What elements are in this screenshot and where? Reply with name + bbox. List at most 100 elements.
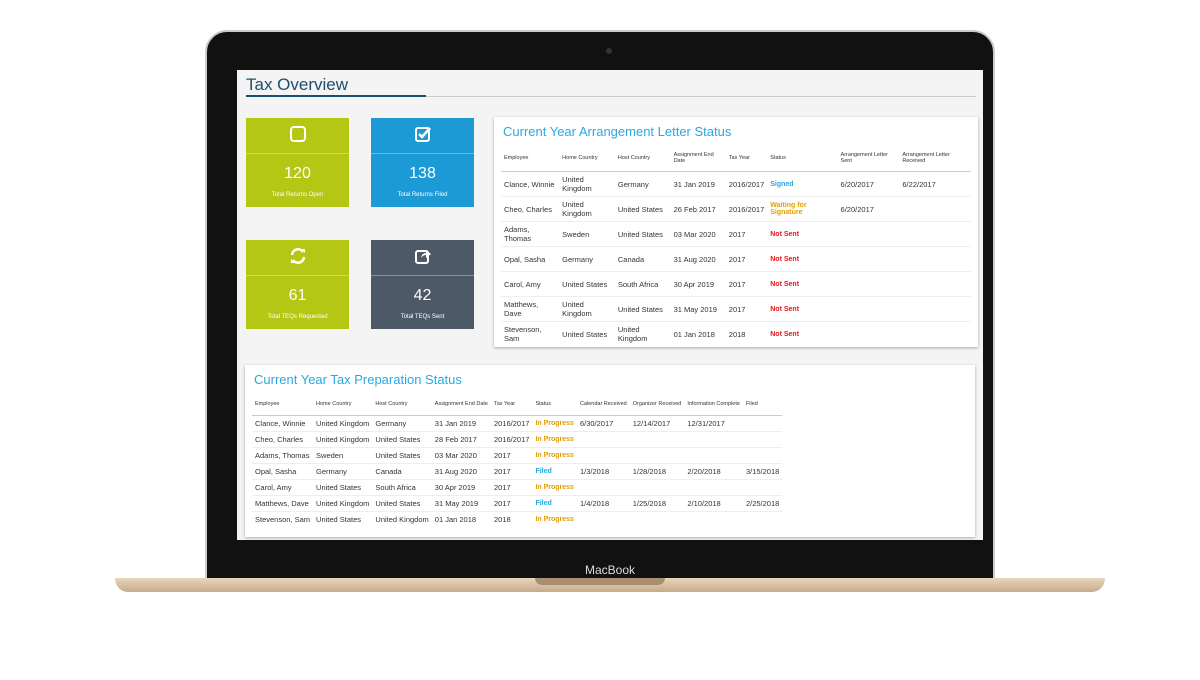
table-cell: Adams, Thomas [252,447,314,464]
table-cell: Carol, Amy [252,479,314,496]
status-cell: Signed [767,171,838,197]
tile[interactable]: 120 Total Returns Open [246,118,349,207]
table-cell: Germany [313,463,373,480]
table-cell: Matthews, Dave [252,495,314,512]
table-cell [899,196,971,222]
table-cell: 2017 [490,495,533,512]
table-cell: 26 Feb 2017 [670,196,726,222]
table-cell [576,431,630,448]
table-cell: 1/4/2018 [576,495,630,512]
column-header: Tax Year [725,145,768,172]
table-cell: 31 Jan 2019 [431,415,491,432]
tile-divider [246,275,349,276]
table-cell: Opal, Sasha [501,246,560,272]
table-cell: South Africa [614,271,671,297]
table-cell: United States [614,196,671,222]
tile[interactable]: 42 Total TEQs Sent [371,240,474,329]
table-cell: United Kingdom [372,511,432,527]
column-header: Host Country [614,145,671,172]
table-cell: United Kingdom [559,171,615,197]
table-cell: Germany [372,415,432,432]
table-cell: Cheo, Charles [252,431,314,448]
table-cell [629,511,685,527]
header-row: Employee Home Country Host Country Assignme… [252,393,783,416]
table-cell: 12/14/2017 [629,415,685,432]
table-cell: United States [372,495,432,512]
table-cell [742,415,783,432]
column-header: Status [532,393,577,416]
table-cell: Sweden [313,447,373,464]
table-cell [899,271,971,297]
table-cell: 31 Jan 2019 [670,171,726,197]
table-cell: United States [559,271,615,297]
table-cell: 6/20/2017 [837,196,900,222]
table-cell: 1/3/2018 [576,463,630,480]
tile-value: 138 [409,165,436,182]
table-row: Clance, Winnie United Kingdom Germany 31 Ja… [501,171,971,197]
tile[interactable]: 61 Total TEQs Requested [246,240,349,329]
table-row: Matthews, Dave United Kingdom United State… [501,296,971,322]
table-cell [899,246,971,272]
column-header: Information Complete [684,393,743,416]
status-cell: Not Sent [767,271,838,297]
table-cell: 2016/2017 [725,171,768,197]
table-cell [576,447,630,464]
prep-table: Employee Home Country Host Country Assignme… [252,393,783,527]
table-cell: 2016/2017 [725,196,768,222]
table-cell [837,221,900,247]
tile-value: 120 [284,165,311,182]
table-cell: 30 Apr 2019 [431,479,491,496]
table-cell: Cheo, Charles [501,196,560,222]
table-cell: United States [372,447,432,464]
table-cell: 6/30/2017 [576,415,630,432]
table-row: Cheo, Charles United Kingdom United States… [501,196,971,222]
table-cell: Canada [372,463,432,480]
tile-label: Total TEQs Sent [400,314,445,320]
table-cell [837,321,900,346]
table-cell [837,296,900,322]
table-cell: 2/10/2018 [684,495,743,512]
tile-label: Total Returns Filed [397,192,448,198]
status-cell: Not Sent [767,246,838,272]
column-header: Filed [742,393,783,416]
table-row: Matthews, Dave United Kingdom United State… [252,495,783,512]
column-header: Host Country [372,393,432,416]
table-cell: Stevenson, Sam [501,321,560,346]
table-cell: 2016/2017 [490,415,533,432]
table-cell: 2017 [725,246,768,272]
column-header: Home Country [313,393,373,416]
table-cell [742,511,783,527]
column-header: Calendar Received [576,393,630,416]
screen: Tax Overview 120 Total Returns Open 138 … [237,70,983,540]
table-cell: United Kingdom [313,415,373,432]
table-cell [837,271,900,297]
icon-refresh [290,248,305,264]
status-cell: Filed [532,495,577,512]
table-cell: 03 Mar 2020 [431,447,491,464]
panel-title: Current Year Tax Preparation Status [254,372,462,387]
status-cell: In Progress [532,511,577,527]
table-cell [684,511,743,527]
table-cell: 6/20/2017 [837,171,900,197]
table-cell: 30 Apr 2019 [670,271,726,297]
table-cell: United Kingdom [559,296,615,322]
tile-label: Total Returns Open [271,192,324,198]
table-cell: 2017 [490,447,533,464]
table-row: Opal, Sasha Germany Canada 31 Aug 2020 2017 N… [501,246,971,272]
table-cell: 12/31/2017 [684,415,743,432]
page-title: Tax Overview [246,75,349,94]
table-cell: 2017 [490,463,533,480]
table-row: Adams, Thomas Sweden United States 03 Mar 2… [501,221,971,247]
status-cell: Filed [532,463,577,480]
table-cell: 2017 [725,221,768,247]
tile[interactable]: 138 Total Returns Filed [371,118,474,207]
table-cell: Sweden [559,221,615,247]
table-cell: United Kingdom [313,431,373,448]
title-rule [246,96,976,97]
table-row: Stevenson, Sam United States United Kingdo… [501,321,971,346]
table-cell: United Kingdom [313,495,373,512]
column-header: Assignment End Date [431,393,491,416]
table-cell [837,246,900,272]
table-cell [742,447,783,464]
